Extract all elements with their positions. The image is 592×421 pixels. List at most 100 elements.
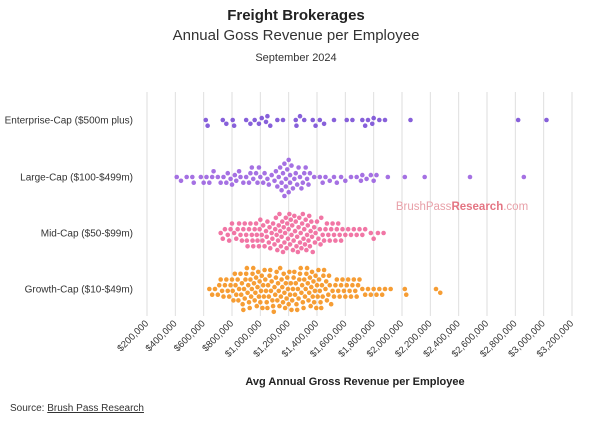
data-point [289,298,295,303]
data-point [275,238,281,243]
data-point [311,174,317,180]
data-point [280,117,286,123]
data-point [276,223,282,228]
data-point [264,234,270,240]
data-point [368,172,374,178]
data-point [280,300,286,305]
data-point [241,286,247,292]
data-point [286,189,291,195]
data-point [255,238,260,243]
data-point [326,232,331,238]
data-point [515,117,521,123]
data-point [262,267,267,273]
data-point [275,247,280,253]
data-point [290,286,296,292]
data-point [299,221,305,226]
data-point [320,180,325,185]
data-point [258,288,264,294]
data-point [375,230,381,236]
data-point [385,174,391,180]
data-point [231,298,236,303]
data-point [253,170,259,176]
source-note: Source: Brush Pass Research [10,403,144,414]
data-point [280,170,286,176]
data-point [260,223,266,228]
data-point [233,282,238,288]
data-point [238,174,243,180]
data-point [317,174,323,180]
data-point [256,294,262,299]
data-point [222,282,228,288]
data-point [319,282,325,288]
data-point [249,232,255,238]
data-point [311,300,317,305]
gridlines [146,92,573,316]
data-point [190,174,195,180]
data-point [239,281,245,286]
data-point [382,286,388,292]
data-point [333,282,338,288]
data-point [300,180,306,185]
data-point [284,245,289,251]
data-point [284,221,290,226]
data-point [301,226,307,232]
data-point [253,221,259,226]
data-point [321,238,327,243]
data-point [331,117,337,123]
data-point [283,184,289,189]
data-point [294,307,300,313]
data-point [433,286,439,292]
data-point [204,174,209,180]
data-point [235,277,240,282]
data-point [317,226,323,232]
data-point [314,282,320,288]
data-point [279,219,285,224]
data-point [265,176,270,182]
data-point [362,123,368,128]
data-point [288,217,294,222]
data-point [321,273,326,279]
data-point [262,244,267,249]
data-point [238,271,243,277]
data-point [277,228,283,234]
data-point [306,298,311,303]
data-point [371,115,376,121]
data-point [260,282,266,288]
data-point [301,170,307,176]
data-point [246,226,252,232]
x-axis-label: Avg Annual Gross Revenue per Employee [245,376,464,388]
data-point [278,294,284,299]
data-point [240,301,245,307]
data-point [292,228,298,234]
data-point [241,180,246,185]
data-point [211,169,216,174]
data-point [304,176,310,182]
data-point [323,279,329,284]
data-point [241,226,246,232]
data-point [259,232,265,238]
data-point [381,230,386,236]
data-point [300,300,306,305]
data-point [289,307,294,313]
data-point [402,174,408,180]
data-point [521,174,527,180]
data-point [274,269,279,275]
data-point [255,180,260,185]
data-point [248,170,253,176]
data-point [263,119,269,125]
data-point [248,121,253,127]
data-point [295,249,301,255]
data-point [301,305,306,311]
data-point [253,290,258,296]
data-point [244,265,250,271]
source-link[interactable]: Brush Pass Research [47,403,144,414]
data-point [348,174,354,180]
data-point [236,221,242,226]
data-point [255,269,261,275]
data-point [250,271,255,277]
data-point [369,121,375,127]
data-point [231,230,237,236]
data-point [224,180,229,185]
data-point [267,245,273,251]
category-label: Enterprise-Cap ($500m plus) [5,116,133,127]
